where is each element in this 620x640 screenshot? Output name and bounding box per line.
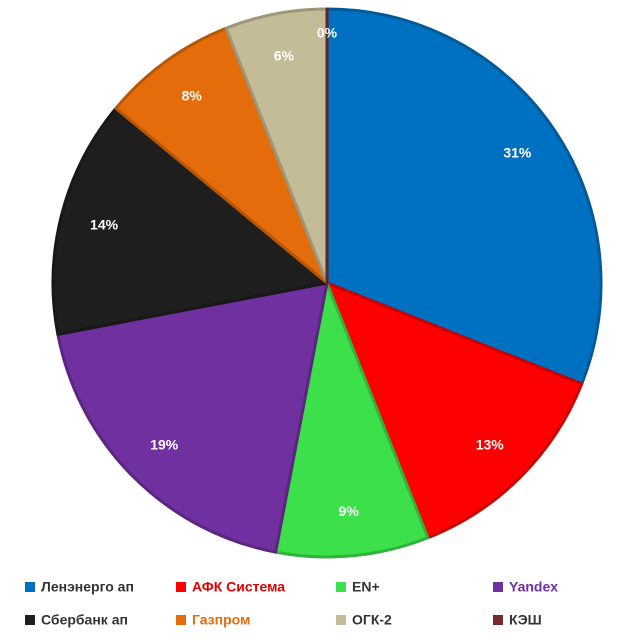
- legend-label: EN+: [352, 579, 380, 595]
- legend-swatch: [336, 615, 346, 625]
- legend-swatch: [493, 582, 503, 592]
- data-label: 6%: [274, 48, 295, 64]
- pie-slice: [56, 281, 329, 554]
- legend-label: Сбербанк ап: [41, 612, 128, 628]
- data-label: 13%: [476, 436, 505, 452]
- data-label: 31%: [503, 144, 532, 160]
- data-label: 0%: [317, 24, 338, 40]
- legend-swatch: [336, 582, 346, 592]
- data-label: 8%: [182, 87, 203, 103]
- legend-label: АФК Система: [192, 579, 285, 595]
- pie-slice: [114, 26, 329, 285]
- legend-label: ОГК-2: [352, 612, 392, 628]
- data-label: 19%: [150, 436, 179, 452]
- data-labels: 31% 13% 9% 19% 14% 8% 6% 0%: [90, 24, 532, 518]
- legend-label: Yandex: [509, 579, 558, 595]
- data-label: 9%: [339, 503, 360, 519]
- pie-slice: [274, 281, 430, 559]
- legend-swatch: [176, 615, 186, 625]
- legend-label: Ленэнерго ап: [41, 579, 134, 595]
- legend-label: КЭШ: [509, 612, 542, 628]
- pie-slice: [51, 106, 329, 336]
- legend-swatch: [25, 582, 35, 592]
- pie: [51, 7, 603, 559]
- legend: Ленэнерго ап АФК Система EN+ Yandex Сбербанк…: [25, 579, 558, 628]
- legend-label: Газпром: [192, 612, 250, 628]
- data-label: 14%: [90, 216, 119, 232]
- pie-slice: [325, 281, 584, 540]
- pie-slice: [325, 7, 603, 386]
- legend-swatch: [493, 615, 503, 625]
- legend-swatch: [176, 582, 186, 592]
- legend-swatch: [25, 615, 35, 625]
